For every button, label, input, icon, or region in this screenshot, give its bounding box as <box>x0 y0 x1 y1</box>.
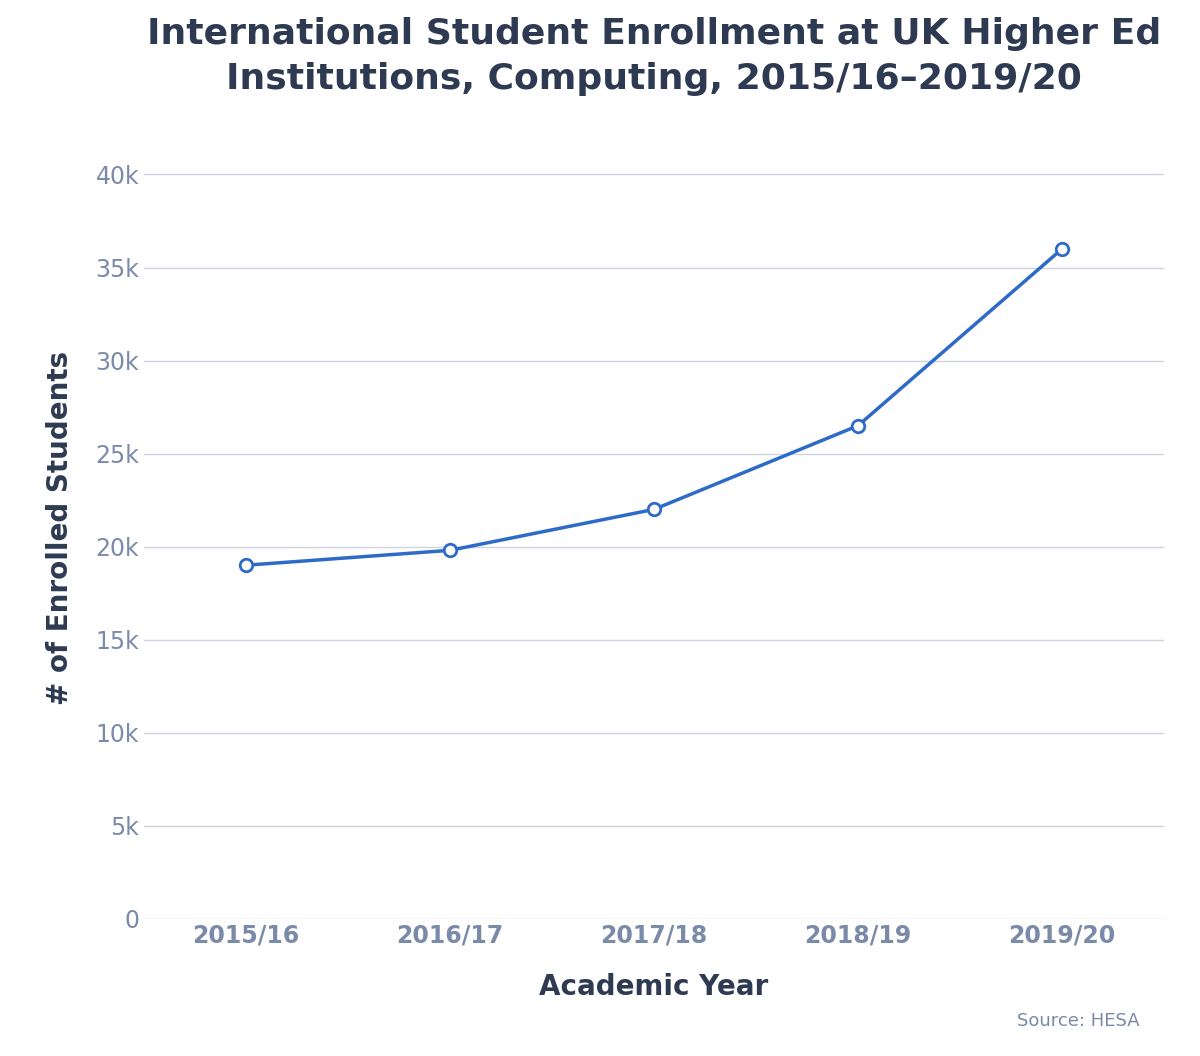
Text: Source: HESA: Source: HESA <box>1018 1012 1140 1030</box>
X-axis label: Academic Year: Academic Year <box>539 973 769 1001</box>
Y-axis label: # of Enrolled Students: # of Enrolled Students <box>47 351 74 705</box>
Title: International Student Enrollment at UK Higher Ed
Institutions, Computing, 2015/1: International Student Enrollment at UK H… <box>146 17 1162 96</box>
